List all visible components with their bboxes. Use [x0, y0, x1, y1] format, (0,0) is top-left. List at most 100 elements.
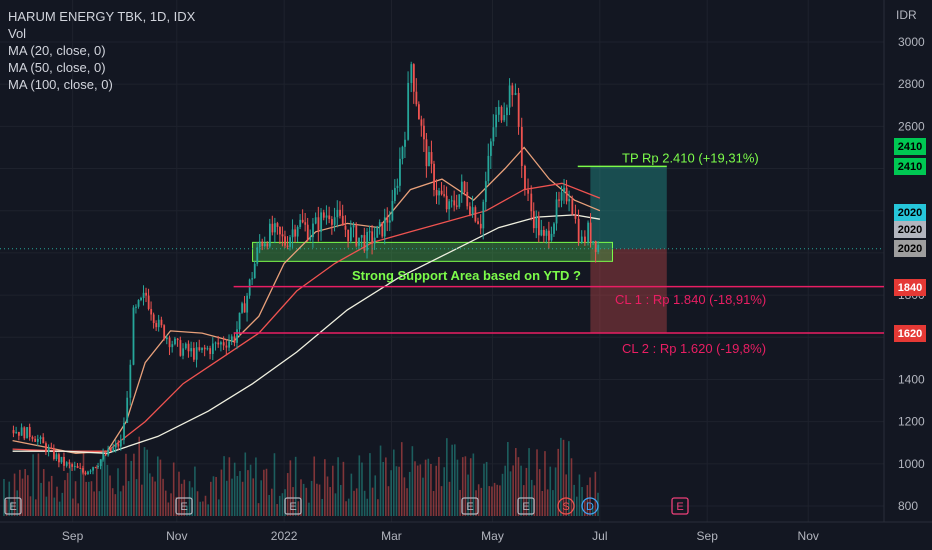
volume-bar [522, 485, 525, 516]
legend-vol[interactable]: Vol [8, 26, 27, 41]
volume-bar [21, 478, 24, 516]
x-tick-label-4: May [481, 529, 504, 543]
volume-bar [459, 489, 461, 516]
volume-bar [586, 485, 589, 516]
volume-bar [289, 460, 292, 516]
volume-bar [268, 494, 270, 516]
ma-line-1 [12, 146, 601, 454]
candle-body [492, 127, 495, 142]
volume-bar [249, 464, 252, 516]
candle-body [165, 337, 168, 340]
volume-bar [239, 471, 241, 516]
candle-body [537, 216, 540, 236]
volume-bar [557, 448, 560, 516]
candle-body [455, 205, 458, 207]
volume-bar [448, 481, 451, 516]
volume-bar [347, 498, 350, 516]
candle-body [497, 106, 500, 115]
volume-bar [247, 470, 249, 516]
volume-bar [141, 484, 143, 516]
candle-body [135, 306, 137, 308]
legend-ma20[interactable]: MA (20, close, 0) [8, 43, 106, 58]
y-tick-label-9: 2600 [898, 119, 925, 133]
y-tick-label-10: 2800 [898, 77, 925, 91]
volume-bar [273, 453, 276, 516]
volume-bar [64, 480, 66, 516]
candle-body [530, 193, 533, 212]
volume-bar [525, 467, 528, 516]
volume-bar [3, 479, 5, 516]
candle-body [209, 348, 212, 354]
volume-bar [5, 499, 8, 516]
candle-body [328, 215, 331, 220]
candle-body [336, 209, 339, 218]
volume-bar [374, 475, 377, 516]
ma-line-2 [12, 182, 601, 452]
volume-bar [538, 469, 541, 516]
candle-body [271, 223, 274, 233]
candle-body [415, 91, 418, 105]
volume-bar [443, 467, 445, 516]
volume-bar [69, 464, 72, 516]
tp-annotation: TP Rp 2.410 (+19,31%) [622, 150, 759, 165]
candle-body [50, 447, 53, 449]
volume-bar [215, 476, 217, 516]
volume-bar [326, 476, 329, 516]
volume-bar [369, 453, 371, 516]
candle-body [241, 303, 244, 313]
volume-bar [228, 457, 231, 516]
candle-body [503, 115, 506, 121]
event-marker-label-5: S [562, 501, 569, 513]
loss-zone [590, 248, 667, 334]
x-tick-label-2: 2022 [271, 529, 298, 543]
candle-body [383, 217, 386, 237]
volume-bar [334, 493, 337, 516]
volume-bar [24, 469, 26, 516]
candle-body [550, 233, 553, 241]
volume-bar [435, 465, 438, 516]
candle-body [435, 190, 438, 196]
candle-body [179, 340, 182, 356]
candle-body [42, 437, 45, 444]
volume-bar [583, 500, 586, 516]
volume-bar [11, 501, 13, 516]
volume-bar [196, 491, 199, 516]
volume-bar [544, 451, 546, 516]
volume-bar [414, 461, 416, 516]
volume-bar [186, 505, 188, 516]
volume-bar [560, 437, 562, 516]
candle-body [479, 223, 482, 229]
candle-body [92, 467, 94, 471]
price-badge-label-0: 2410 [898, 141, 922, 153]
price-badge-6 [894, 325, 926, 342]
volume-bar [50, 475, 53, 516]
candle-body [312, 223, 314, 238]
candle-body [339, 209, 341, 216]
candle-body [532, 211, 535, 229]
volume-bar [111, 488, 114, 516]
candle-body [500, 106, 503, 121]
candle-body [378, 222, 381, 227]
event-marker-label-2: E [289, 501, 296, 513]
y-tick-label-2: 1200 [898, 415, 925, 429]
volume-bar [212, 476, 215, 516]
candle-body [145, 292, 148, 296]
candle-body [87, 471, 89, 475]
volume-bar [45, 496, 48, 516]
candle-body [524, 165, 526, 191]
event-marker-label-0: E [9, 501, 16, 513]
price-badge-label-6: 1620 [898, 328, 922, 340]
candle-body [84, 472, 87, 475]
legend-ma50[interactable]: MA (50, close, 0) [8, 60, 106, 75]
volume-bar [496, 484, 499, 516]
event-marker-4 [517, 497, 535, 515]
legend-ma100[interactable]: MA (100, close, 0) [8, 77, 113, 92]
candle-body [97, 466, 100, 468]
candle-body [358, 237, 360, 246]
candle-body [592, 241, 595, 243]
candle-body [317, 217, 320, 232]
volume-bar [90, 481, 93, 516]
volume-bar [393, 449, 395, 516]
volume-bar [472, 453, 475, 516]
